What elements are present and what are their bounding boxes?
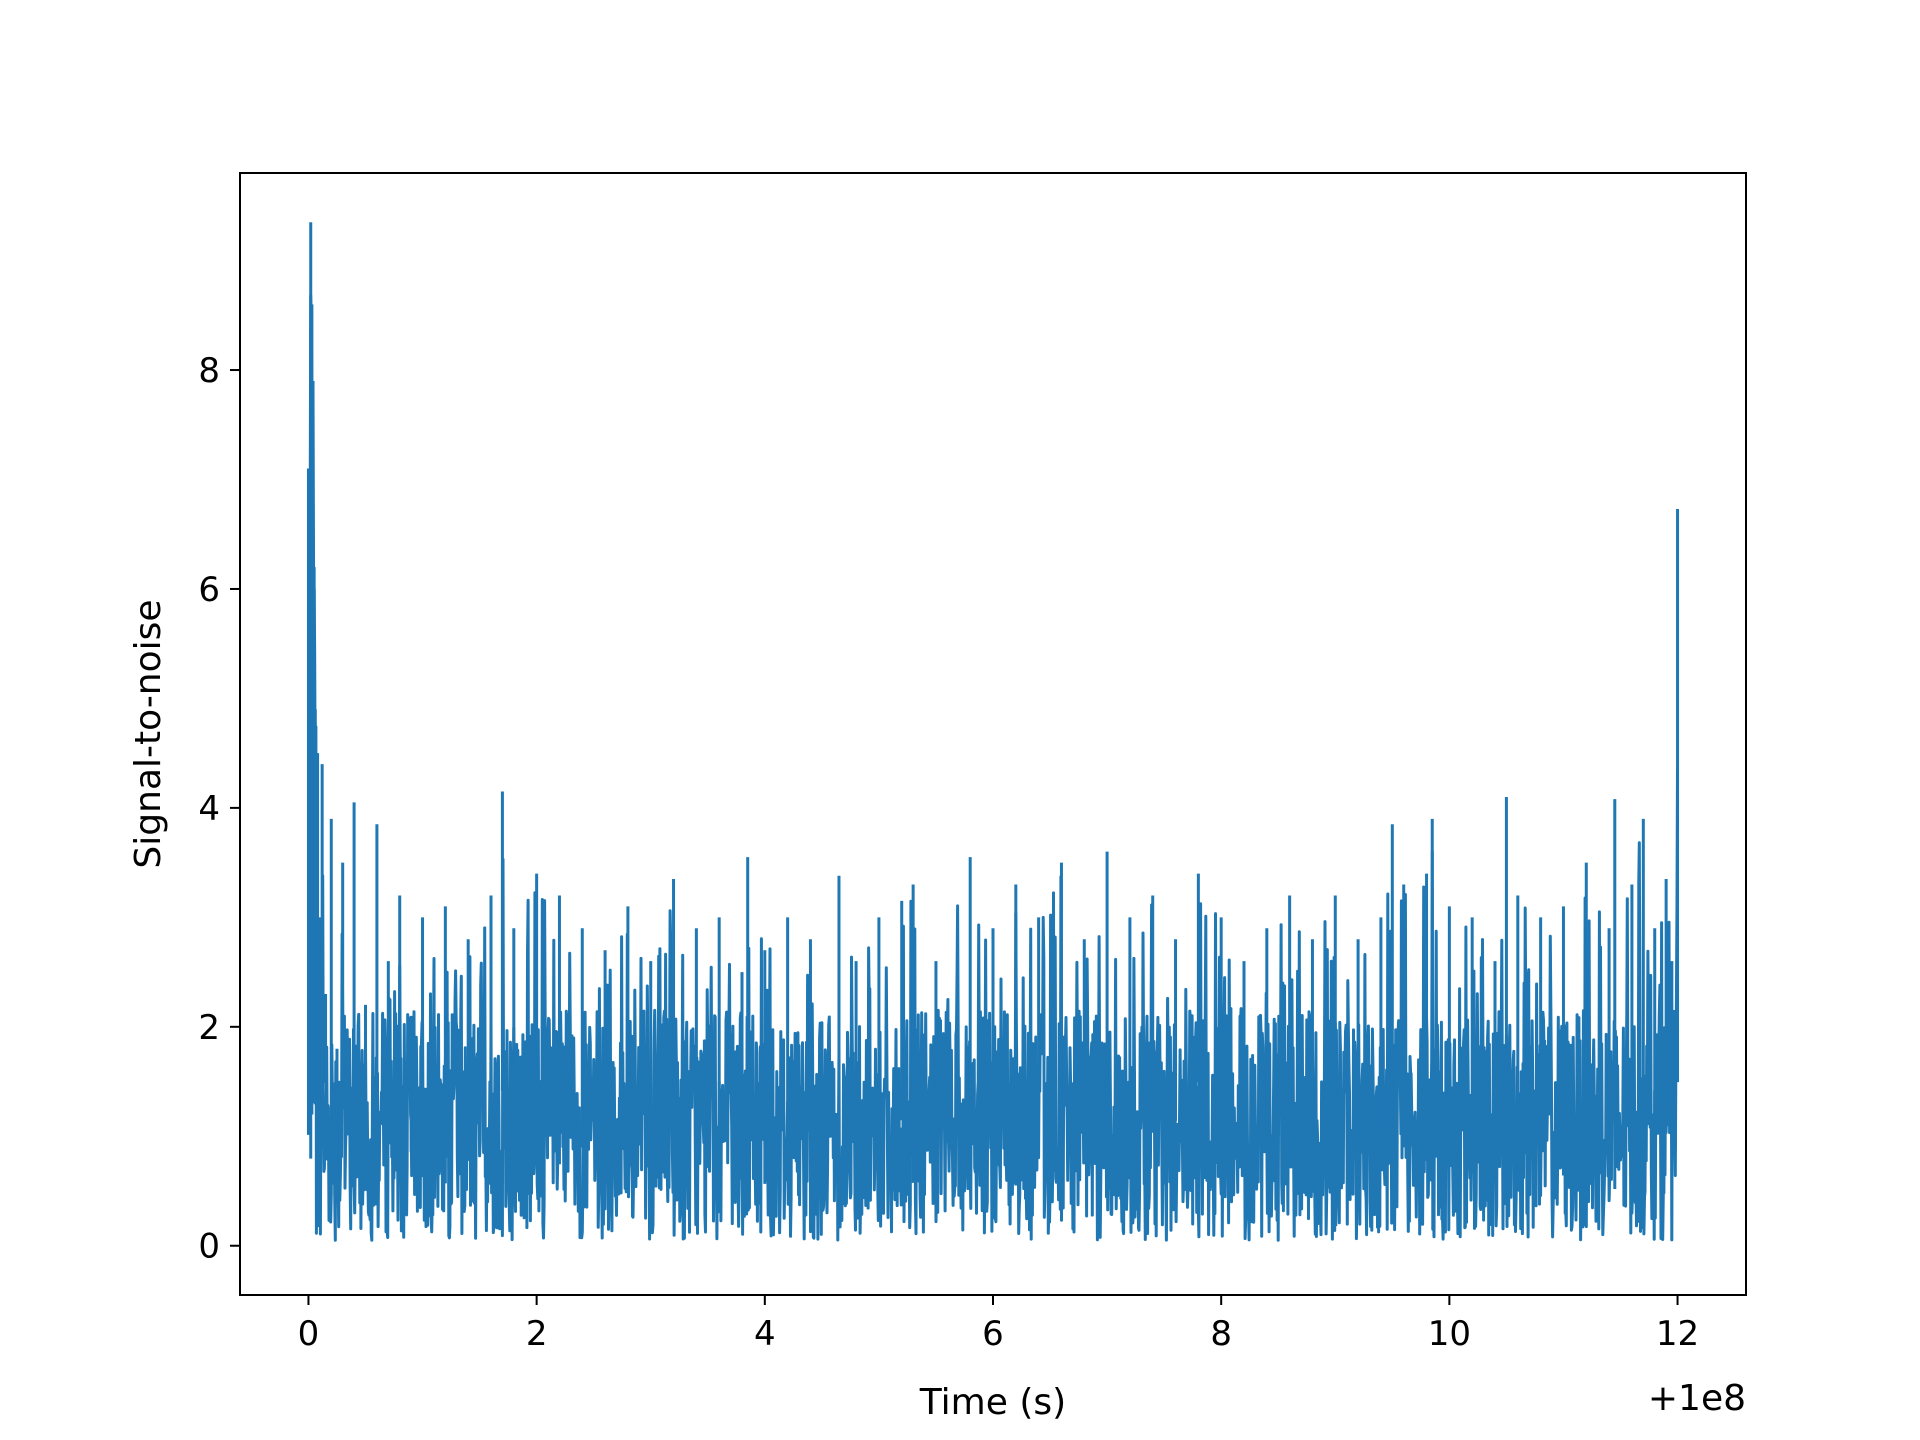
y-axis: 0 2 4 6 8	[198, 351, 240, 1267]
x-tick-label: 2	[526, 1314, 548, 1354]
y-tick-label: 6	[198, 570, 220, 610]
series-layer	[306, 222, 1680, 1242]
x-tick-label: 10	[1428, 1314, 1471, 1354]
x-axis: 0 2 4 6 8 10 12	[298, 1295, 1699, 1354]
y-tick-label: 2	[198, 1008, 220, 1048]
x-axis-label: Time (s)	[919, 1382, 1066, 1423]
y-tick-label: 8	[198, 351, 220, 391]
y-axis-label: Signal-to-noise	[128, 599, 169, 868]
x-axis-offset-label: +1e8	[1648, 1378, 1746, 1419]
y-tick-label: 4	[198, 789, 220, 829]
x-tick-label: 6	[982, 1314, 1004, 1354]
x-tick-label: 12	[1656, 1314, 1699, 1354]
x-tick-label: 8	[1210, 1314, 1232, 1354]
x-tick-label: 0	[298, 1314, 320, 1354]
x-tick-label: 4	[754, 1314, 776, 1354]
y-tick-label: 0	[198, 1227, 220, 1267]
